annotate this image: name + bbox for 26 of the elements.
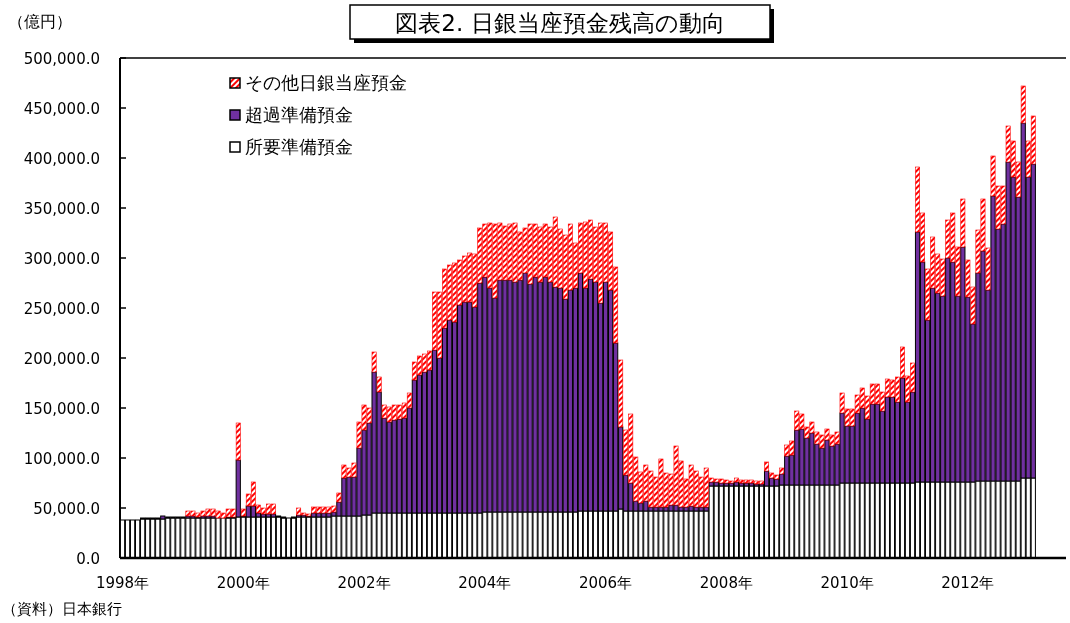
x-tick-label: 2010年 bbox=[820, 574, 874, 592]
y-tick-label: 450,000.0 bbox=[23, 100, 100, 118]
y-tick-label: 500,000.0 bbox=[23, 50, 100, 68]
legend-label: 所要準備預金 bbox=[245, 136, 353, 157]
y-tick-label: 200,000.0 bbox=[23, 350, 100, 368]
x-tick-label: 2002年 bbox=[337, 574, 391, 592]
x-tick-label: 2008年 bbox=[699, 574, 753, 592]
y-tick-label: 350,000.0 bbox=[23, 200, 100, 218]
x-tick-label: 1998年 bbox=[95, 574, 150, 592]
y-tick-label: 400,000.0 bbox=[23, 150, 100, 168]
y-tick-label: 100,000.0 bbox=[23, 450, 100, 468]
x-tick-label: 2004年 bbox=[458, 574, 512, 592]
text: （資料）日本銀行 bbox=[2, 600, 122, 618]
y-tick-label: 150,000.0 bbox=[23, 400, 100, 418]
legend-label: 超過準備預金 bbox=[245, 104, 353, 125]
y-tick-label: 50,000.0 bbox=[33, 500, 100, 518]
chart-title: 図表2. 日銀当座預金残高の動向 bbox=[395, 10, 725, 36]
x-tick-label: 2000年 bbox=[216, 574, 270, 592]
y-axis-title: （億円） bbox=[8, 12, 72, 31]
legend-label: その他日銀当座預金 bbox=[245, 72, 407, 93]
y-tick-label: 0.0 bbox=[76, 550, 100, 568]
y-tick-label: 300,000.0 bbox=[23, 250, 100, 268]
x-tick-label: 2012年 bbox=[941, 574, 995, 592]
y-tick-label: 250,000.0 bbox=[23, 300, 100, 318]
title: 図表2. 日銀当座預金残高の動向 bbox=[349, 4, 774, 43]
x-tick-label: 2006年 bbox=[578, 574, 633, 592]
